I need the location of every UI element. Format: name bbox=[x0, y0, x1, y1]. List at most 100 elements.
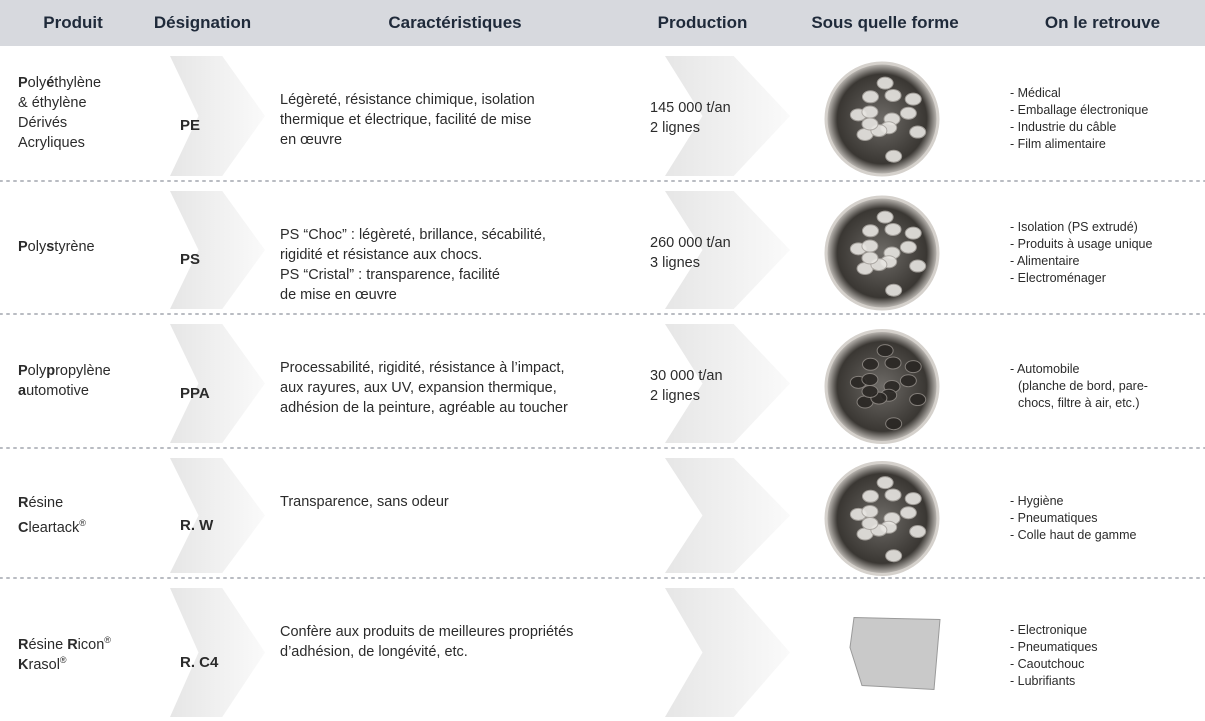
arrow bbox=[170, 324, 265, 443]
product-text: a bbox=[18, 382, 27, 399]
characteristic-line: Confère aux produits de meilleures propr… bbox=[280, 624, 574, 640]
product-text: Dérivés bbox=[18, 115, 68, 131]
pellet bbox=[876, 210, 894, 224]
pellet bbox=[861, 384, 879, 398]
product-text: & éthylène bbox=[18, 95, 87, 111]
designation: R. C4 bbox=[180, 653, 219, 671]
use-line: - Electroménager bbox=[1010, 271, 1106, 285]
product-line: Résine bbox=[18, 493, 63, 513]
pellet bbox=[861, 117, 879, 131]
arrow bbox=[665, 324, 790, 443]
arrow bbox=[665, 56, 790, 176]
pellet bbox=[861, 224, 879, 238]
arrow bbox=[170, 56, 265, 176]
use-line: - Electronique bbox=[1010, 622, 1088, 637]
header-cell: Sous quelle forme bbox=[811, 13, 959, 32]
product-text: tyrène bbox=[54, 239, 95, 255]
product-text: oly bbox=[27, 75, 47, 91]
production-line: 260 000 t/an bbox=[650, 235, 731, 251]
pellet bbox=[899, 106, 917, 120]
characteristic-line: Transparence, sans odeur bbox=[280, 494, 449, 510]
pellet bbox=[876, 344, 894, 358]
product-text: p bbox=[46, 362, 56, 379]
pellet bbox=[876, 476, 894, 490]
pellet bbox=[861, 372, 879, 386]
pellet bbox=[885, 283, 903, 297]
product-text: R bbox=[18, 494, 29, 511]
use-line: - Industrie du câble bbox=[1010, 120, 1117, 134]
arrow bbox=[665, 588, 790, 717]
product-text: K bbox=[18, 656, 29, 673]
characteristic-line: aux rayures, aux UV, expansion thermique… bbox=[280, 380, 557, 396]
product-line: & éthylène bbox=[18, 93, 87, 113]
product-image bbox=[824, 61, 940, 177]
use-line: - Isolation (PS extrudé) bbox=[1010, 220, 1138, 234]
product-image bbox=[824, 461, 940, 576]
product-image bbox=[849, 616, 941, 691]
pellet bbox=[904, 492, 922, 506]
product-text: leartack bbox=[28, 519, 80, 536]
pellet bbox=[899, 240, 917, 254]
header-cell: Production bbox=[657, 13, 748, 32]
product-text: P bbox=[18, 239, 28, 255]
production-line: 30 000 t/an bbox=[650, 368, 723, 384]
pellet bbox=[884, 488, 902, 502]
pellet bbox=[861, 239, 879, 253]
use-line: - Pneumatiques bbox=[1010, 511, 1098, 525]
use-line: - Alimentaire bbox=[1010, 254, 1080, 268]
characteristic-line: thermique et électrique, facilité de mis… bbox=[280, 112, 532, 128]
use-line: - Médical bbox=[1010, 86, 1061, 100]
pellet bbox=[904, 92, 922, 106]
characteristic-line: PS “Cristal” : transparence, facilité bbox=[280, 267, 500, 283]
product-image bbox=[824, 195, 940, 311]
product-text: thylène bbox=[54, 75, 102, 91]
pellet bbox=[861, 489, 879, 503]
pellet bbox=[861, 251, 879, 265]
product-text: C bbox=[18, 519, 29, 536]
characteristic-line: rigidité et résistance aux chocs. bbox=[280, 247, 483, 263]
pellet bbox=[884, 88, 902, 102]
pellet bbox=[885, 149, 903, 163]
use-line: - Hygiène bbox=[1010, 494, 1064, 508]
product-image bbox=[824, 329, 940, 444]
header-cell: Caractéristiques bbox=[388, 13, 522, 32]
use-line: - Caoutchouc bbox=[1010, 656, 1085, 671]
pellet bbox=[909, 525, 927, 539]
product-text: P bbox=[18, 362, 28, 379]
header-bar bbox=[0, 0, 1205, 46]
header-cell: Désignation bbox=[153, 13, 252, 32]
product-line: Dérivés bbox=[18, 113, 67, 133]
product-text: Acryliques bbox=[18, 135, 85, 151]
product-text: R bbox=[18, 636, 29, 653]
production-line: 145 000 t/an bbox=[650, 100, 731, 116]
characteristic-line: Légèreté, résistance chimique, isolation bbox=[280, 92, 535, 108]
product-text: ® bbox=[79, 517, 86, 528]
arrow bbox=[170, 588, 265, 717]
product-text: ® bbox=[104, 634, 111, 645]
product-text: rasol bbox=[28, 656, 60, 673]
pellet bbox=[899, 374, 917, 388]
pellet bbox=[876, 76, 894, 90]
pellet bbox=[884, 222, 902, 236]
product-text: ésine bbox=[28, 494, 64, 511]
pellet bbox=[885, 417, 903, 431]
use-line: (planche de bord, pare- bbox=[1018, 379, 1148, 393]
use-line: - Lubrifiants bbox=[1010, 673, 1076, 688]
characteristic-line: PS “Choc” : légèreté, brillance, sécabil… bbox=[280, 227, 546, 243]
use-line: - Produits à usage unique bbox=[1010, 237, 1153, 251]
product-text: P bbox=[18, 75, 28, 91]
pellet bbox=[909, 259, 927, 273]
characteristic-line: Processabilité, rigidité, résistance à l… bbox=[280, 360, 565, 376]
use-line: - Emballage électronique bbox=[1010, 103, 1149, 117]
pellet bbox=[861, 90, 879, 104]
characteristic-line: d’adhésion, de longévité, etc. bbox=[280, 644, 468, 660]
product-text: oly bbox=[27, 239, 47, 255]
product-line: Acryliques bbox=[18, 133, 85, 153]
arrow bbox=[170, 458, 265, 573]
product-text: é bbox=[46, 75, 55, 91]
use-line: chocs, filtre à air, etc.) bbox=[1018, 396, 1140, 410]
pellet bbox=[904, 360, 922, 374]
product-line: Polystyrène bbox=[18, 237, 95, 257]
product-text: utomotive bbox=[26, 382, 89, 399]
product-text: ropylène bbox=[55, 362, 111, 379]
